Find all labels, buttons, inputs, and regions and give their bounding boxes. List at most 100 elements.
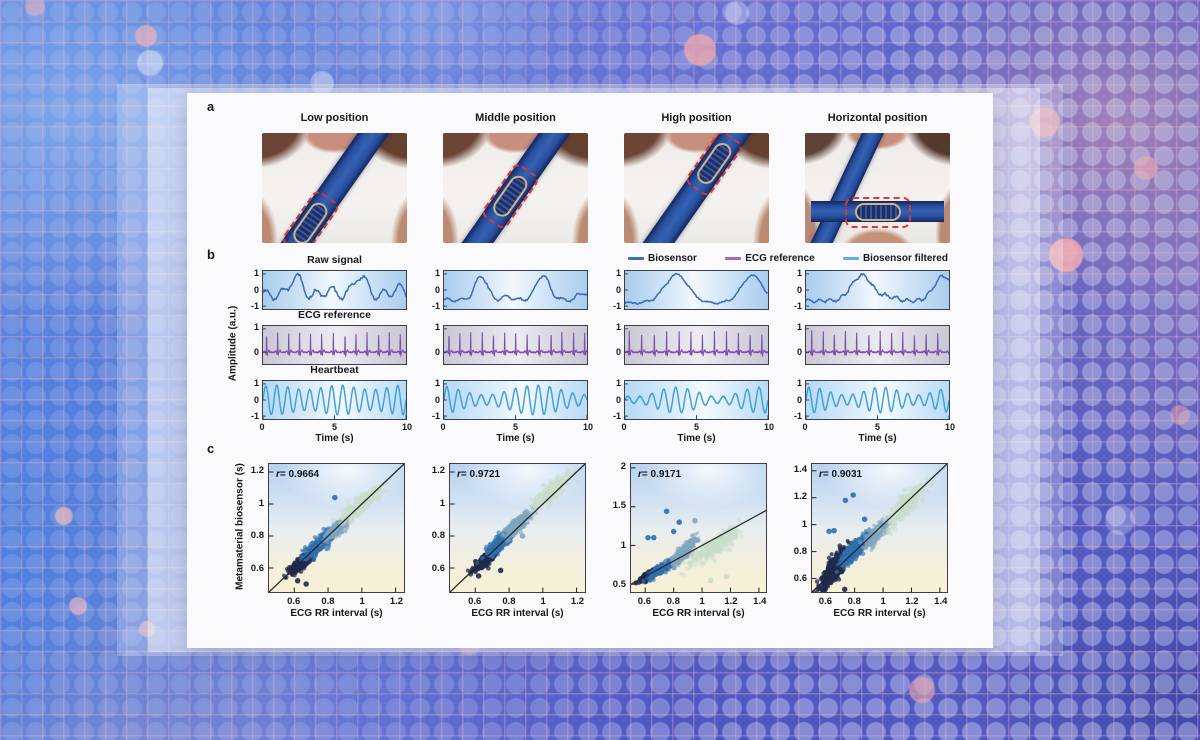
y-tick-label: 0 <box>796 284 802 295</box>
scatter-point <box>818 577 823 581</box>
scatter-point <box>330 518 336 523</box>
timeseries-plot-raw-1 <box>262 270 407 310</box>
scatter-point <box>372 494 377 498</box>
scatter-plot-2: r= 0.9721 <box>449 463 586 593</box>
scatter-point <box>700 550 706 556</box>
scatter-outlier-point <box>651 534 657 541</box>
scatter-point <box>554 492 558 497</box>
scatter-point <box>549 502 554 506</box>
scatter-point <box>367 499 372 505</box>
scatter-point <box>680 547 685 553</box>
sensor-highlight-box <box>844 196 911 228</box>
time-axis-label: Time (s) <box>315 433 354 444</box>
scatter-point <box>712 558 718 564</box>
scatter-point <box>335 529 341 535</box>
scatter-point <box>465 568 470 573</box>
decor-dot <box>69 597 87 615</box>
scatter-point <box>549 485 554 490</box>
scatter-point <box>728 538 733 543</box>
scatter-outlier-point <box>663 508 670 515</box>
x-tick-label: 10 <box>763 422 774 432</box>
y-tick-label: 1 <box>796 377 802 388</box>
photo-title-high: High position <box>661 112 732 124</box>
timeseries-plot-ecg-3 <box>624 325 769 365</box>
scatter-point <box>564 472 569 477</box>
y-tick-label: 1 <box>253 322 259 333</box>
scatter-point <box>706 555 711 560</box>
decor-dot <box>135 25 157 47</box>
scatter-canvas <box>812 464 947 592</box>
scatter-point <box>352 498 358 504</box>
scatter-point <box>698 560 703 565</box>
scatter-plot-3: r= 0.9171 <box>630 463 767 593</box>
scatter-point <box>544 484 550 490</box>
rr-interval-axis-label: ECG RR interval (s) <box>471 608 564 619</box>
scatter-point <box>845 539 850 543</box>
scatter-point <box>830 574 836 580</box>
decor-dot <box>909 677 935 703</box>
scatter-outlier-point <box>294 578 301 584</box>
scatter-point <box>376 498 382 504</box>
legend-label: Biosensor <box>648 253 697 264</box>
y-tick-label: 1 <box>615 377 621 388</box>
legend-label: Biosensor filtered <box>862 253 948 264</box>
legend: Biosensor ECG reference Biosensor filter… <box>628 253 948 264</box>
scatter-point <box>355 509 360 514</box>
panel-b-label: b <box>207 247 215 262</box>
y-tick-label: 0 <box>434 394 440 405</box>
scatter-point <box>653 566 657 571</box>
waveform-canvas <box>806 272 949 307</box>
scatter-point <box>833 556 839 561</box>
correlation-label: r= 0.9664 <box>276 469 320 480</box>
scatter-point <box>348 507 354 513</box>
scatter-point <box>323 545 329 550</box>
y-tick-label: 0 <box>253 284 259 295</box>
y-tick-label: 0 <box>434 284 440 295</box>
scatter-point <box>307 546 312 552</box>
scatter-outlier-point <box>670 528 677 535</box>
ecg-reference-line-icon <box>725 257 742 260</box>
photo-title-middle: Middle position <box>475 112 556 124</box>
scatter-point <box>695 549 701 555</box>
legend-item-biosensor: Biosensor <box>628 253 697 264</box>
photo-title-horizontal: Horizontal position <box>827 112 928 124</box>
decor-dot <box>25 0 45 16</box>
identity-line <box>450 464 585 592</box>
x-tick-label: 0.6 <box>287 596 301 607</box>
scatter-point <box>371 485 377 491</box>
photo-title-low: Low position <box>300 112 369 124</box>
scatter-point <box>829 552 834 557</box>
x-tick-label: 1 <box>359 596 365 607</box>
scatter-point <box>337 533 342 538</box>
biosensor-filtered-line-icon <box>842 257 859 260</box>
scatter-point <box>493 534 499 540</box>
scatter-point <box>539 506 544 510</box>
y-tick-label: 1 <box>439 497 445 509</box>
scatter-point <box>710 547 716 553</box>
decor-dot <box>55 507 73 525</box>
scatter-point <box>290 572 294 576</box>
scatter-point <box>345 499 350 504</box>
y-tick-label: 0 <box>253 347 259 358</box>
scatter-point <box>310 552 315 557</box>
scatter-point <box>509 526 514 532</box>
waveform-canvas <box>806 328 949 357</box>
y-tick-label: 1 <box>253 267 259 278</box>
time-axis-label: Time (s) <box>858 433 897 444</box>
waveform-raw <box>806 272 949 304</box>
scatter-point <box>663 570 669 575</box>
scatter-point <box>487 545 492 550</box>
timeseries-plot-hb-3 <box>624 380 769 420</box>
y-tick-label: 1 <box>796 322 802 333</box>
y-tick-label: 1.2 <box>431 465 445 477</box>
scatter-point <box>313 553 318 558</box>
waveform-raw <box>263 272 406 302</box>
scatter-point <box>493 551 498 556</box>
scatter-point <box>695 531 700 535</box>
scatter-point <box>514 517 519 523</box>
row-title-hb: Heartbeat <box>310 364 359 376</box>
waveform-hb <box>444 384 587 416</box>
scatter-point <box>552 485 557 491</box>
scatter-outlier-point <box>723 573 729 580</box>
